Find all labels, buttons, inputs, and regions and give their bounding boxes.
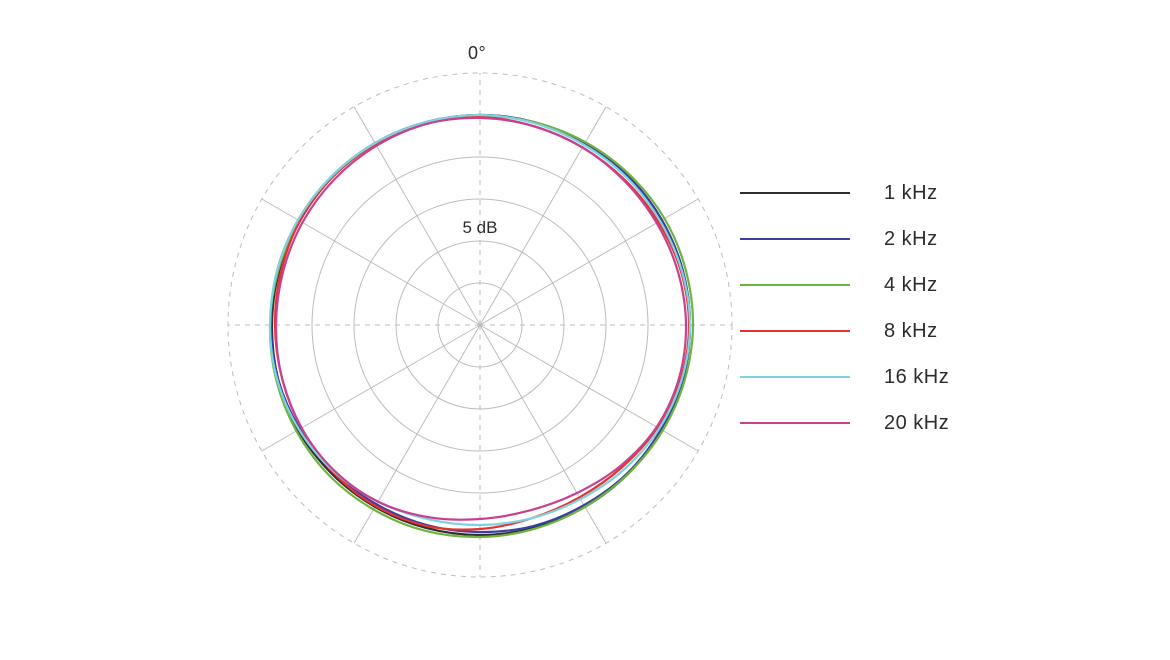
legend-row: 8 kHz (740, 321, 949, 341)
legend-row: 2 kHz (740, 229, 949, 249)
legend: 1 kHz 2 kHz 4 kHz 8 kHz 16 kHz 20 kHz (740, 183, 949, 433)
legend-row: 16 kHz (740, 367, 949, 387)
legend-row: 1 kHz (740, 183, 949, 203)
polar-chart-svg: 5 dB (0, 0, 1170, 660)
legend-swatch (740, 192, 850, 194)
ring-label: 5 dB (463, 218, 498, 237)
legend-swatch (740, 422, 850, 424)
legend-label: 2 kHz (884, 228, 938, 251)
legend-swatch (740, 238, 850, 240)
legend-swatch (740, 330, 850, 332)
legend-row: 20 kHz (740, 413, 949, 433)
legend-swatch (740, 376, 850, 378)
legend-row: 4 kHz (740, 275, 949, 295)
legend-swatch (740, 284, 850, 286)
axis-label-top: 0° (468, 43, 486, 64)
polar-chart-container: 5 dB 0° 1 kHz 2 kHz 4 kHz 8 kHz 16 kHz 20 kHz (0, 0, 1170, 660)
legend-label: 20 kHz (884, 412, 949, 435)
legend-label: 8 kHz (884, 320, 938, 343)
legend-label: 1 kHz (884, 182, 938, 205)
legend-label: 4 kHz (884, 274, 938, 297)
legend-label: 16 kHz (884, 366, 949, 389)
polar-grid (228, 73, 732, 577)
